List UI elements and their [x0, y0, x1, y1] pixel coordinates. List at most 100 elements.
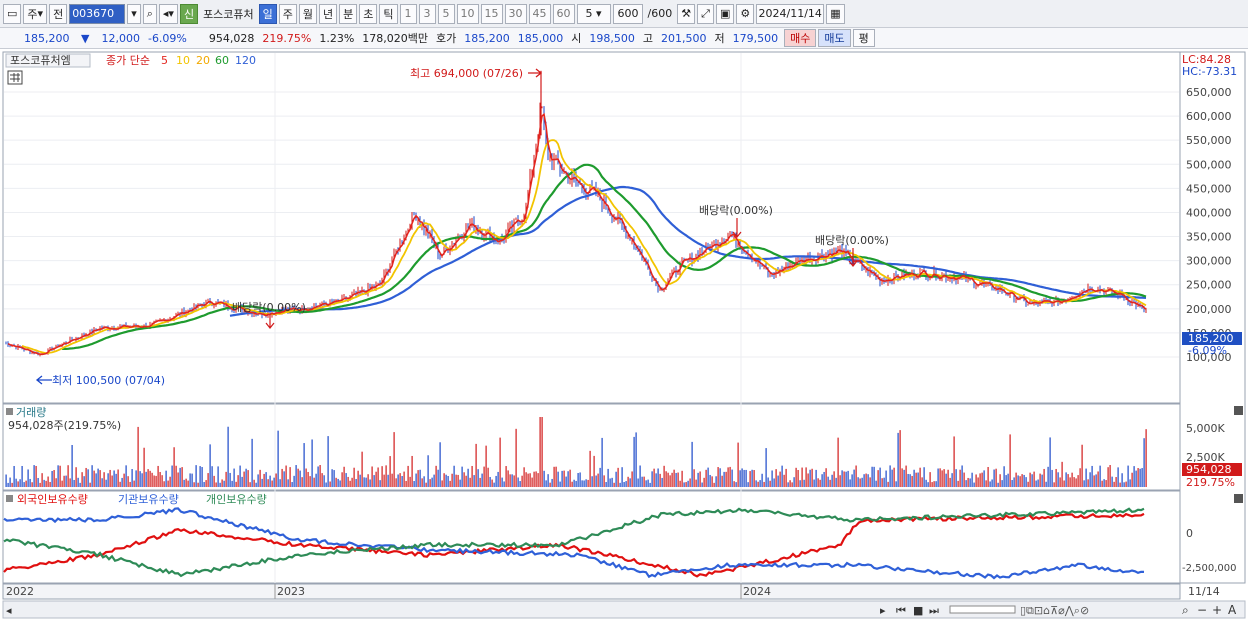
calendar-icon[interactable]: ▦ — [826, 3, 845, 24]
volume-bar — [955, 469, 957, 487]
volume-bar — [1051, 469, 1053, 487]
period-select[interactable]: 주 ▾ — [23, 3, 48, 24]
volume-bar — [419, 469, 421, 487]
volume-bar — [1139, 468, 1141, 487]
volume-bar — [1135, 470, 1137, 487]
sound-icon[interactable]: ◂▾ — [158, 3, 178, 24]
volume-bar — [911, 475, 913, 487]
volume-bar — [857, 477, 859, 487]
scrollbar[interactable] — [2, 600, 1246, 619]
holdings-pane-close-icon[interactable] — [1234, 494, 1243, 503]
high-label: 고 — [642, 32, 654, 45]
low-annotation: 최저 100,500 (07/04) — [52, 374, 165, 387]
window-icon[interactable]: ▭ — [3, 3, 22, 24]
volume-bar — [947, 469, 949, 487]
zoom-slider[interactable] — [949, 605, 1016, 614]
volume-bar — [971, 472, 973, 487]
first-page-icon[interactable]: ⏮ — [896, 604, 906, 617]
volume-bar — [441, 480, 443, 487]
tab-week[interactable]: 주 — [278, 3, 297, 24]
current-price-tag-text: 185,200 — [1188, 332, 1234, 345]
volume-bar — [945, 473, 947, 487]
interval-option-60[interactable]: 60 — [552, 3, 575, 24]
volume-bar — [191, 473, 193, 487]
zoom-icon[interactable]: ⌕ — [1182, 603, 1189, 617]
volume-bar — [35, 465, 37, 487]
high-arrow-icon — [528, 68, 543, 78]
stock-code-input[interactable]: 003670 — [69, 3, 126, 24]
volume-bar — [607, 468, 609, 487]
volume-bar — [829, 479, 831, 487]
low-price: 179,500 — [732, 31, 779, 45]
scroll-left-icon[interactable]: ◂ — [6, 604, 12, 617]
price-tick-label: 300,000 — [1186, 255, 1232, 268]
interval-option-30[interactable]: 30 — [504, 3, 527, 24]
volume-bar — [899, 430, 901, 487]
interval-option-1[interactable]: 1 — [399, 3, 417, 24]
chart-tools-icons[interactable]: ▯⧉⊡⌂⊼⌀⋀⌕⊘ — [1020, 604, 1089, 617]
volume-bar — [593, 455, 595, 487]
volume-bar — [663, 465, 665, 487]
volume-bar — [347, 476, 349, 487]
gear-icon[interactable]: ⚙ — [736, 3, 755, 24]
table-icon[interactable] — [7, 70, 23, 85]
volume-bar — [283, 471, 285, 487]
interval-select[interactable]: 5 ▾ — [576, 3, 611, 24]
tab-day[interactable]: 일 — [258, 3, 277, 24]
volume-bar — [1075, 478, 1077, 487]
eval-button[interactable]: 평 — [852, 29, 875, 47]
stock-chart[interactable]: 650,000 600,000 550,000 500,000 450,000 400,0… — [0, 50, 1248, 621]
volume-bar — [743, 469, 745, 487]
zoom-out-icon[interactable]: − — [1197, 603, 1207, 617]
search-icon[interactable]: ⌕ — [142, 3, 157, 24]
last-page-icon[interactable]: ⏭ — [929, 604, 939, 617]
volume-pane-close-icon[interactable] — [1234, 406, 1243, 415]
tab-second[interactable]: 초 — [359, 3, 378, 24]
interval-option-3[interactable]: 3 — [418, 3, 436, 24]
volume-bar — [703, 477, 705, 487]
interval-option-10[interactable]: 10 — [456, 3, 479, 24]
volume-bar — [453, 465, 455, 487]
stop-icon[interactable]: ■ — [913, 604, 923, 617]
volume-bar — [869, 477, 871, 487]
date-input[interactable]: 2024/11/14 — [756, 3, 825, 24]
count-input[interactable]: 600 — [612, 3, 643, 24]
volume-bar — [103, 472, 105, 487]
volume-bar — [807, 473, 809, 487]
volume-bar — [105, 479, 107, 487]
interval-option-45[interactable]: 45 — [528, 3, 551, 24]
tab-year[interactable]: 년 — [319, 3, 338, 24]
tab-minute[interactable]: 분 — [339, 3, 358, 24]
volume-bar — [1123, 482, 1125, 487]
volume-bar — [699, 471, 701, 487]
buy-button[interactable]: 매수 — [784, 29, 817, 47]
save-icon[interactable]: ▣ — [715, 3, 735, 24]
volume-bar — [1133, 466, 1135, 487]
volume-bar — [1059, 477, 1061, 487]
volume-bar — [129, 481, 131, 487]
price-y-axis: 650,000 600,000 550,000 500,000 450,000 400,0… — [1186, 86, 1232, 364]
volume-bar — [187, 480, 189, 487]
volume-bar — [937, 468, 939, 487]
interval-option-5[interactable]: 5 — [437, 3, 455, 24]
auto-scale-icon[interactable]: A — [1228, 603, 1237, 617]
tab-tick[interactable]: 틱 — [379, 3, 398, 24]
interval-option-15[interactable]: 15 — [480, 3, 503, 24]
volume-bar — [327, 436, 329, 487]
stock-name: 포스코퓨처 — [203, 7, 254, 21]
volume-bar — [205, 480, 207, 487]
sell-button[interactable]: 매도 — [818, 29, 851, 47]
volume-bar — [1029, 472, 1031, 487]
volume-bar — [307, 471, 309, 487]
drawing-tools-icon[interactable]: ⚒ — [677, 3, 696, 24]
scroll-right-icon[interactable]: ▸ — [880, 604, 886, 617]
compare-icon[interactable]: ⤢ — [697, 3, 714, 24]
zoom-in-icon[interactable]: + — [1212, 603, 1222, 617]
code-dropdown-icon[interactable]: ▾ — [127, 3, 141, 24]
ma-120-label: 120 — [235, 54, 256, 67]
x-label-current: 11/14 — [1188, 585, 1220, 598]
tab-month[interactable]: 월 — [298, 3, 318, 24]
volume-bar — [461, 466, 463, 487]
prev-button[interactable]: 전 — [49, 3, 68, 24]
volume-bar — [145, 471, 147, 487]
